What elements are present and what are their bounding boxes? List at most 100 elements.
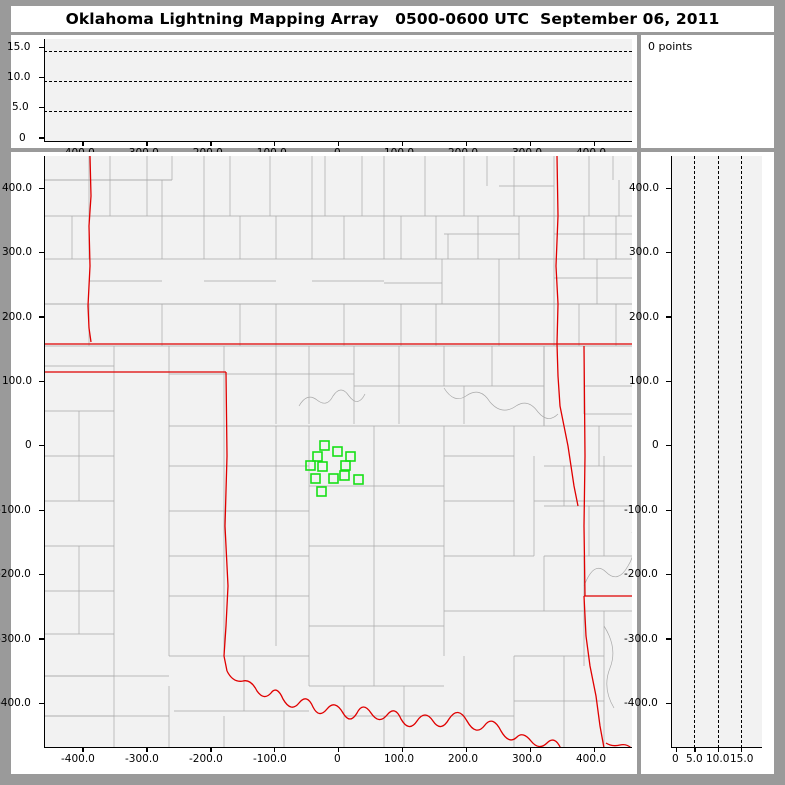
- map-ytick-label-100: 100.0: [2, 375, 33, 387]
- altitude-north-south-plot[interactable]: [671, 156, 762, 748]
- right-xtick-5: [694, 747, 696, 752]
- source-marker: [317, 461, 328, 472]
- altitude-east-west-panel: 0 5.0 10.0 15.0 -400.0 -300.0 -200.0 -10…: [7, 35, 637, 159]
- right-ytick-label-300: 300.0: [629, 246, 660, 259]
- map-ytick-200: [39, 316, 45, 318]
- right-ytick-0: [666, 445, 672, 447]
- top-xtick-m100: [274, 141, 276, 146]
- right-ytick-label-100: 100.0: [629, 375, 660, 387]
- point-count-label: 0 points: [648, 40, 693, 53]
- source-marker: [316, 486, 327, 497]
- top-ytick-15: [39, 46, 45, 48]
- right-xtick-label-5: 5.0: [686, 753, 703, 765]
- top-xtick-300: [529, 141, 532, 146]
- map-ytick-label-200: 200.0: [2, 310, 33, 323]
- right-x-axis: [671, 747, 762, 749]
- top-ytick-0: [39, 137, 45, 139]
- source-marker: [345, 451, 356, 462]
- map-ytick-label-m100: -100.0: [0, 503, 31, 516]
- map-plot[interactable]: [44, 156, 632, 748]
- gridline-y-15: [44, 50, 632, 52]
- source-marker: [328, 473, 339, 484]
- right-ytick-label-0: 0: [652, 439, 659, 452]
- map-xtick-0: [338, 747, 340, 752]
- top-xtick-m300: [146, 141, 148, 146]
- gridline-x-15: [740, 156, 742, 748]
- map-xtick-label-0: 0: [334, 753, 341, 765]
- top-ytick-label-15: 15.0: [7, 40, 31, 53]
- map-ytick-0: [39, 445, 45, 447]
- gridline-y-5: [44, 111, 632, 113]
- top-xtick-m200: [210, 141, 212, 146]
- map-ytick-300: [39, 251, 45, 254]
- source-marker: [310, 473, 321, 484]
- county-borders: [44, 156, 632, 748]
- map-ytick-m400: [39, 702, 45, 705]
- right-xtick-15: [740, 747, 743, 752]
- altitude-east-west-plot[interactable]: [44, 39, 632, 142]
- map-y-axis: [44, 156, 46, 748]
- right-xtick-0: [675, 747, 678, 752]
- right-y-axis: [671, 156, 673, 748]
- right-ytick-label-m400: -400.0: [624, 697, 658, 709]
- map-xtick-label-m400: -400.0: [61, 753, 95, 765]
- right-ytick-label-m100: -100.0: [624, 503, 658, 516]
- altitude-north-south-panel: 400.0 300.0 200.0 100.0 0 -100.0 -200.0 …: [624, 152, 774, 774]
- map-xtick-label-m100: -100.0: [253, 753, 287, 765]
- right-ytick-200: [666, 316, 672, 318]
- map-xtick-m300: [146, 747, 148, 752]
- map-ytick-m100: [39, 509, 45, 511]
- gridline-y-10: [44, 80, 632, 82]
- map-xtick-400: [593, 747, 595, 752]
- title-bar: Oklahoma Lightning Mapping Array 0500-06…: [11, 6, 774, 32]
- right-ytick-100: [666, 380, 672, 383]
- map-svg: [44, 156, 632, 748]
- right-ytick-label-200: 200.0: [629, 310, 660, 323]
- right-ytick-label-m200: -200.0: [624, 568, 658, 581]
- top-xtick-200: [465, 141, 468, 146]
- map-xtick-label-m200: -200.0: [189, 753, 223, 765]
- top-xtick-0: [338, 141, 340, 146]
- page-title: Oklahoma Lightning Mapping Array 0500-06…: [65, 10, 720, 28]
- map-ytick-label-300: 300.0: [2, 246, 33, 259]
- right-ytick-300: [666, 251, 672, 254]
- source-marker: [319, 440, 330, 451]
- point-count-panel: 0 points: [641, 35, 774, 148]
- top-ytick-label-10: 10.0: [7, 71, 31, 84]
- right-ytick-m100: [666, 509, 672, 511]
- source-markers: [305, 440, 364, 497]
- right-ytick-label-400: 400.0: [629, 181, 660, 194]
- map-xtick-label-200: 200.0: [448, 753, 479, 765]
- right-xtick-10: [717, 747, 719, 752]
- map-xtick-200: [465, 747, 468, 752]
- right-ytick-m200: [666, 573, 672, 576]
- map-ytick-m200: [39, 573, 45, 576]
- map-xtick-300: [529, 747, 532, 752]
- map-ytick-label-m300: -300.0: [0, 632, 31, 645]
- top-xtick-100: [401, 141, 404, 146]
- right-xtick-label-0: 0: [672, 753, 679, 765]
- right-ytick-m300: [666, 638, 672, 640]
- source-marker: [305, 460, 316, 471]
- map-xtick-m200: [210, 747, 212, 752]
- top-ytick-label-0: 0: [19, 131, 26, 144]
- right-ytick-label-m300: -300.0: [624, 632, 658, 645]
- map-ytick-label-m200: -200.0: [0, 568, 31, 581]
- state-borders: [44, 156, 632, 748]
- right-xtick-label-10: 10.0: [706, 753, 730, 765]
- top-ytick-label-5: 5.0: [12, 101, 29, 114]
- source-marker: [340, 460, 351, 471]
- top-xtick-m400: [82, 141, 84, 146]
- right-xtick-label-15: 15.0: [730, 753, 754, 765]
- map-ytick-400: [39, 187, 45, 189]
- source-marker: [353, 474, 364, 485]
- map-xtick-100: [401, 747, 404, 752]
- top-xtick-400: [593, 141, 595, 146]
- map-xtick-label-400: 400.0: [576, 753, 607, 765]
- gridline-x-10: [717, 156, 719, 748]
- source-marker: [339, 470, 350, 481]
- map-ytick-label-0: 0: [25, 439, 32, 452]
- map-ytick-100: [39, 380, 45, 383]
- map-xtick-m100: [274, 747, 276, 752]
